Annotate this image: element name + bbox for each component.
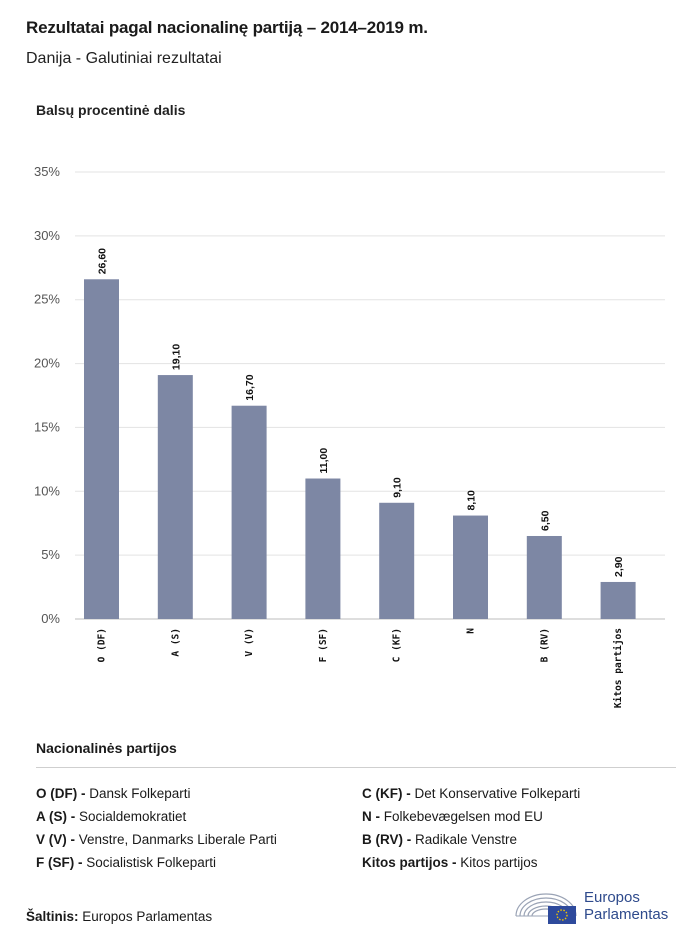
legend-item-name: Kitos partijos [460, 855, 538, 870]
source-line: Šaltinis: Europos Parlamentas [26, 909, 212, 924]
european-parliament-logo: Europos Parlamentas [514, 888, 684, 928]
legend-item-name: Venstre, Danmarks Liberale Parti [78, 832, 277, 847]
bar-chart: 0% 5% 10% 15% 20% 25% 30% 35% 26,60 O (DF) 19,10 A … [34, 164, 665, 708]
legend-item-name: Socialdemokratiet [79, 809, 187, 824]
legend-item-code: C (KF) - [362, 786, 415, 801]
source-value: Europos Parlamentas [82, 909, 213, 924]
european-parliament-emblem-icon [515, 893, 577, 924]
x-tick-label: A (S) [170, 628, 181, 657]
x-tick-label: O (DF) [97, 628, 108, 662]
legend-item: C (KF) - Det Konservative Folkeparti [362, 786, 580, 801]
y-tick-label: 15% [34, 419, 60, 434]
y-tick-label: 0% [41, 611, 60, 626]
legend-item-name: Det Konservative Folkeparti [414, 786, 581, 801]
legend-item-code: V (V) - [36, 832, 79, 847]
x-tick-label: Kitos partijos [613, 628, 624, 708]
y-tick-label: 20% [34, 356, 60, 371]
legend-title: Nacionalinės partijos [36, 740, 177, 756]
y-axis-title: Balsų procentinė dalis [36, 102, 186, 118]
y-tick-label: 35% [34, 164, 60, 179]
data-label: 6,50 [539, 510, 551, 531]
data-label: 2,90 [613, 556, 625, 577]
legend-item-name: Socialistisk Folkeparti [86, 855, 217, 870]
bar [157, 375, 193, 619]
bar [379, 502, 415, 619]
legend-divider [36, 767, 676, 768]
bar [600, 581, 636, 619]
legend-item: N - Folkebevægelsen mod EU [362, 809, 543, 824]
x-tick-label: B (RV) [539, 628, 550, 662]
legend-item-code: A (S) - [36, 809, 79, 824]
legend-item: Kitos partijos - Kitos partijos [362, 855, 538, 870]
x-tick-label: N [466, 628, 477, 634]
logo-line-1: Europos [584, 889, 640, 906]
y-tick-label: 25% [34, 292, 60, 307]
data-label: 19,10 [170, 344, 182, 370]
data-label: 9,10 [392, 477, 404, 498]
logo-line-2: Parlamentas [584, 906, 669, 923]
data-label: 26,60 [97, 248, 109, 274]
legend-item-name: Folkebevægelsen mod EU [383, 809, 543, 824]
legend-item-code: N - [362, 809, 384, 824]
bar [526, 535, 562, 619]
legend-item: F (SF) - Socialistisk Folkeparti [36, 855, 216, 870]
bar [231, 405, 267, 619]
bar [84, 279, 119, 619]
chart-title: Rezultatai pagal nacionalinę partiją – 2… [26, 18, 428, 37]
legend-item-code: B (RV) - [362, 832, 415, 847]
legend-item-name: Dansk Folkeparti [89, 786, 191, 801]
bar [305, 478, 341, 619]
legend-item: O (DF) - Dansk Folkeparti [36, 786, 191, 801]
bar [453, 515, 488, 619]
y-tick-label: 30% [34, 228, 60, 243]
y-tick-label: 10% [34, 483, 60, 498]
legend-item: B (RV) - Radikale Venstre [362, 832, 517, 847]
logo-text: Europos Parlamentas [584, 889, 668, 923]
legend-item-name: Radikale Venstre [415, 832, 518, 847]
source-label: Šaltinis: [26, 909, 79, 924]
legend-item-code: O (DF) - [36, 786, 90, 801]
x-tick-label: C (KF) [392, 628, 403, 662]
x-tick-label: V (V) [244, 628, 255, 657]
legend-item-code: F (SF) - [36, 855, 87, 870]
legend-item: A (S) - Socialdemokratiet [36, 809, 186, 824]
chart-subtitle: Danija - Galutiniai rezultatai [26, 50, 222, 67]
data-label: 16,70 [244, 374, 256, 400]
x-tick-label: F (SF) [318, 628, 329, 662]
y-tick-label: 5% [41, 547, 60, 562]
legend-item: V (V) - Venstre, Danmarks Liberale Parti [36, 832, 277, 847]
data-label: 11,00 [318, 448, 330, 474]
legend-item-code: Kitos partijos - [362, 855, 461, 870]
data-label: 8,10 [466, 490, 478, 511]
